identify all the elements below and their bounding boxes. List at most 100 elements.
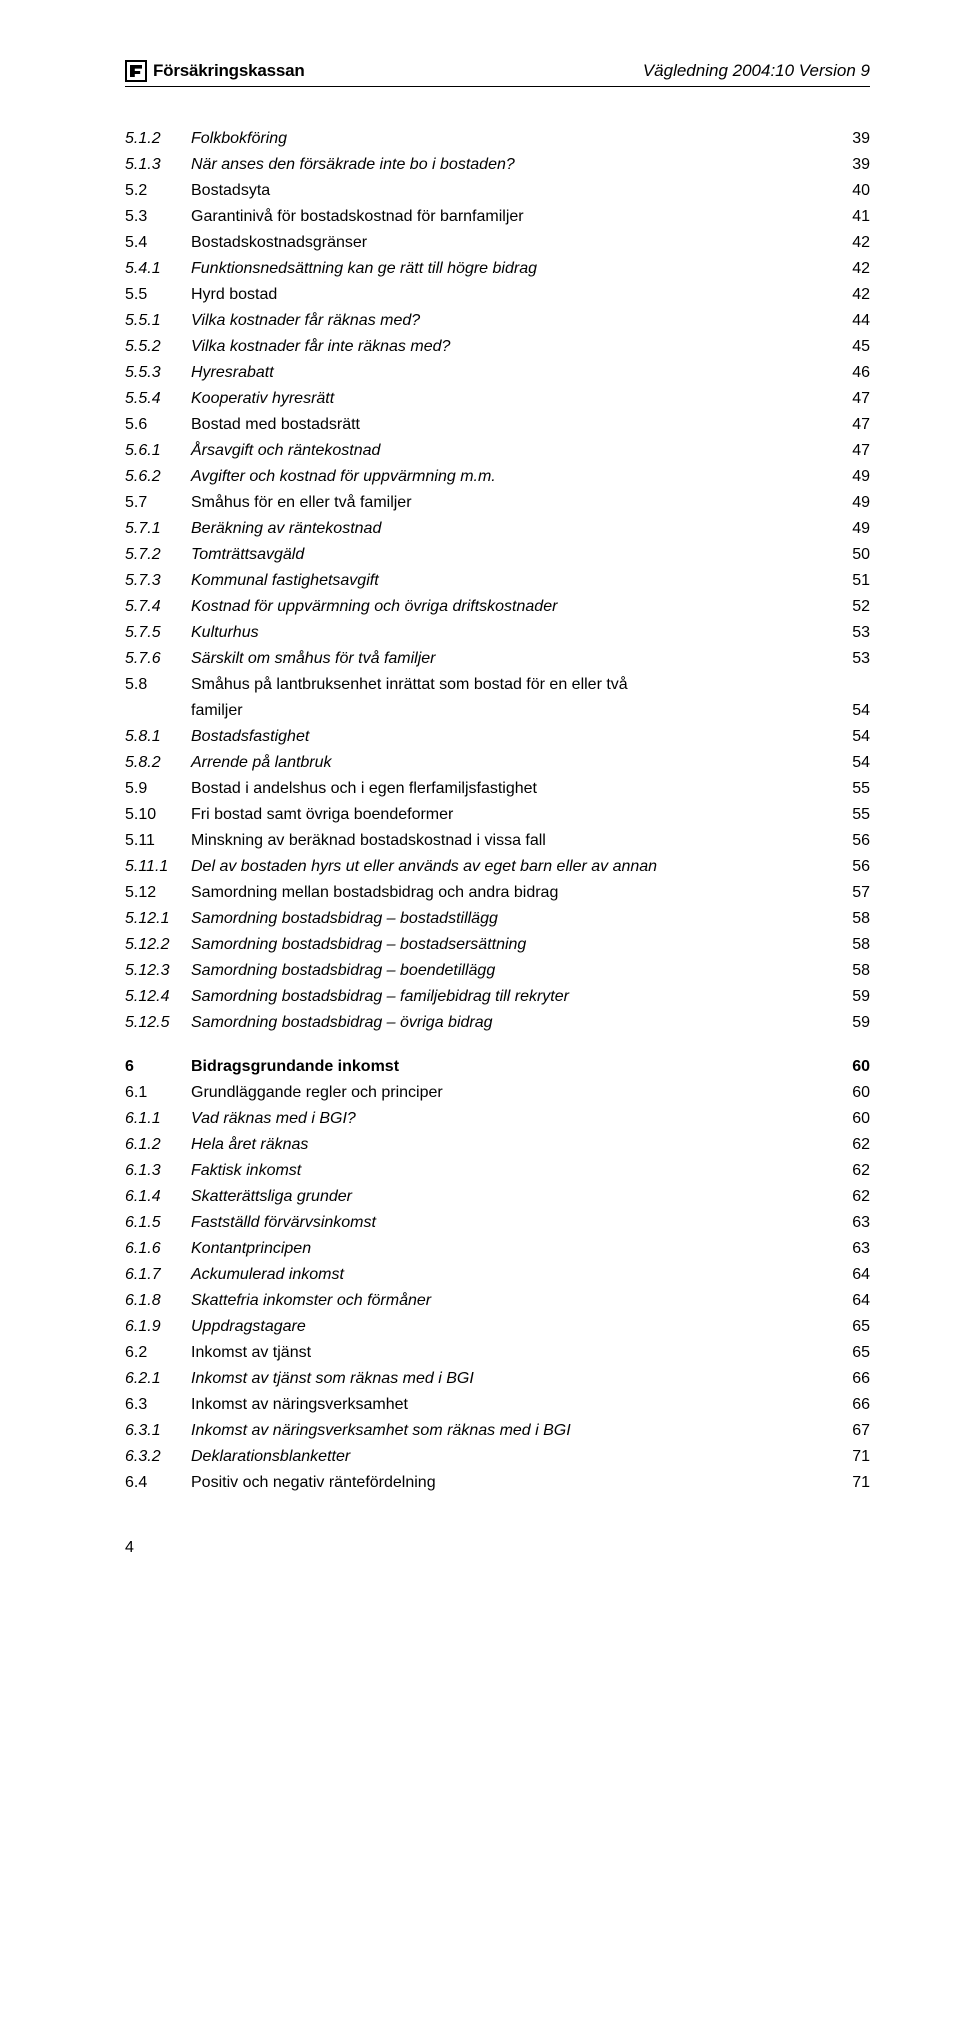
toc-page: 49 [850,465,870,489]
toc-num: 6 [125,1055,191,1079]
toc-page: 58 [850,959,870,983]
toc-row: 6Bidragsgrundande inkomst60 [125,1055,870,1079]
table-of-contents: 5.1.2Folkbokföring 395.1.3När anses den f… [125,127,870,1495]
toc-num: 6.3 [125,1393,191,1417]
toc-page: 50 [850,543,870,567]
toc-title: Arrende på lantbruk [191,751,332,775]
toc-page: 67 [850,1419,870,1443]
toc-page: 46 [850,361,870,385]
toc-title: Uppdragstagare [191,1315,306,1339]
toc-page: 71 [850,1445,870,1469]
toc-row: 5.5.1Vilka kostnader får räknas med?44 [125,309,870,333]
toc-row: 5.5.4Kooperativ hyresrätt47 [125,387,870,411]
toc-page: 39 [850,127,870,151]
toc-title: Årsavgift och räntekostnad [191,439,380,463]
toc-row: 5.7.1Beräkning av räntekostnad49 [125,517,870,541]
toc-page: 64 [850,1263,870,1287]
brand-text: Försäkringskassan [153,61,305,81]
toc-row: 5.5Hyrd bostad42 [125,283,870,307]
toc-row: 6.1.4Skatterättsliga grunder62 [125,1185,870,1209]
toc-page: 42 [850,231,870,255]
toc-title: Folkbokföring [191,127,287,151]
toc-num: 5.1.2 [125,127,191,151]
toc-title: Faktisk inkomst [191,1159,301,1183]
document-page: Försäkringskassan Vägledning 2004:10 Ver… [0,0,960,1607]
toc-num: 6.3.1 [125,1419,191,1443]
toc-num: 5.11 [125,829,191,853]
toc-row: 6.4Positiv och negativ räntefördelning71 [125,1471,870,1495]
toc-row: 5.7.2Tomträttsavgäld50 [125,543,870,567]
toc-row: 5.9Bostad i andelshus och i egen flerfam… [125,777,870,801]
toc-page: 53 [850,647,870,671]
doc-version: Vägledning 2004:10 Version 9 [643,61,870,81]
toc-page: 39 [850,153,870,177]
toc-num: 6.3.2 [125,1445,191,1469]
toc-title: Kostnad för uppvärmning och övriga drift… [191,595,557,619]
toc-row: 5.4.1Funktionsnedsättning kan ge rätt ti… [125,257,870,281]
toc-title: Kommunal fastighetsavgift [191,569,379,593]
toc-num: 5.4 [125,231,191,255]
brand-icon [125,60,147,82]
toc-title: Grundläggande regler och principer [191,1081,443,1105]
toc-title: Tomträttsavgäld [191,543,304,567]
toc-row: 5.1.3När anses den försäkrade inte bo i … [125,153,870,177]
toc-row: 5.11Minskning av beräknad bostadskostnad… [125,829,870,853]
toc-num: 5.7.6 [125,647,191,671]
toc-row: 5.1.2Folkbokföring 39 [125,127,870,151]
toc-num: 5.3 [125,205,191,229]
toc-row: 5.12.3Samordning bostadsbidrag – boendet… [125,959,870,983]
toc-num: 5.12 [125,881,191,905]
toc-title: Minskning av beräknad bostadskostnad i v… [191,829,546,853]
toc-num: 5.12.5 [125,1011,191,1035]
toc-page: 53 [850,621,870,645]
toc-row: 6.1.2Hela året räknas62 [125,1133,870,1157]
toc-page: 65 [850,1315,870,1339]
toc-num: 6.2.1 [125,1367,191,1391]
toc-num: 6.1.9 [125,1315,191,1339]
toc-title: Samordning bostadsbidrag – familjebidrag… [191,985,569,1009]
toc-title: Inkomst av näringsverksamhet som räknas … [191,1419,571,1443]
toc-page: 62 [850,1185,870,1209]
toc-title: Samordning mellan bostadsbidrag och andr… [191,881,558,905]
toc-page: 62 [850,1159,870,1183]
toc-title: Samordning bostadsbidrag – boendetillägg [191,959,495,983]
toc-title: Inkomst av näringsverksamhet [191,1393,408,1417]
toc-row: 5.12.1Samordning bostadsbidrag – bostads… [125,907,870,931]
toc-row: 5.8.1Bostadsfastighet54 [125,725,870,749]
toc-title: Småhus på lantbruksenhet inrättat som bo… [191,673,628,697]
toc-row: 5.10Fri bostad samt övriga boendeformer5… [125,803,870,827]
toc-num: 5.8.2 [125,751,191,775]
toc-page: 42 [850,283,870,307]
toc-num: 5.7 [125,491,191,515]
toc-title: Funktionsnedsättning kan ge rätt till hö… [191,257,537,281]
toc-num: 6.1.3 [125,1159,191,1183]
toc-row: 5.6.1Årsavgift och räntekostnad47 [125,439,870,463]
toc-page: 47 [850,387,870,411]
toc-row: 6.1.7Ackumulerad inkomst64 [125,1263,870,1287]
toc-page: 41 [850,205,870,229]
toc-title: Inkomst av tjänst som räknas med i BGI [191,1367,474,1391]
toc-num: 5.8 [125,673,191,697]
toc-num: 5.4.1 [125,257,191,281]
toc-title: Beräkning av räntekostnad [191,517,381,541]
toc-num: 5.2 [125,179,191,203]
toc-title: Småhus för en eller två familjer [191,491,412,515]
toc-num: 5.12.1 [125,907,191,931]
toc-num: 5.5.4 [125,387,191,411]
toc-num: 6.1.4 [125,1185,191,1209]
toc-row: 5.6.2Avgifter och kostnad för uppvärmnin… [125,465,870,489]
toc-row: 6.3.1Inkomst av näringsverksamhet som rä… [125,1419,870,1443]
toc-row: 6.1.1Vad räknas med i BGI?60 [125,1107,870,1131]
toc-page: 59 [850,985,870,1009]
toc-row: 6.1.9Uppdragstagare 65 [125,1315,870,1339]
toc-num: 6.1.8 [125,1289,191,1313]
toc-page: 66 [850,1367,870,1391]
toc-page: 51 [850,569,870,593]
toc-page: 66 [850,1393,870,1417]
toc-page: 49 [850,517,870,541]
toc-num: 6.1.7 [125,1263,191,1287]
toc-row: 5.4Bostadskostnadsgränser42 [125,231,870,255]
toc-title: Samordning bostadsbidrag – bostadsersätt… [191,933,526,957]
toc-row: 5.12.5Samordning bostadsbidrag – övriga … [125,1011,870,1035]
toc-page: 62 [850,1133,870,1157]
